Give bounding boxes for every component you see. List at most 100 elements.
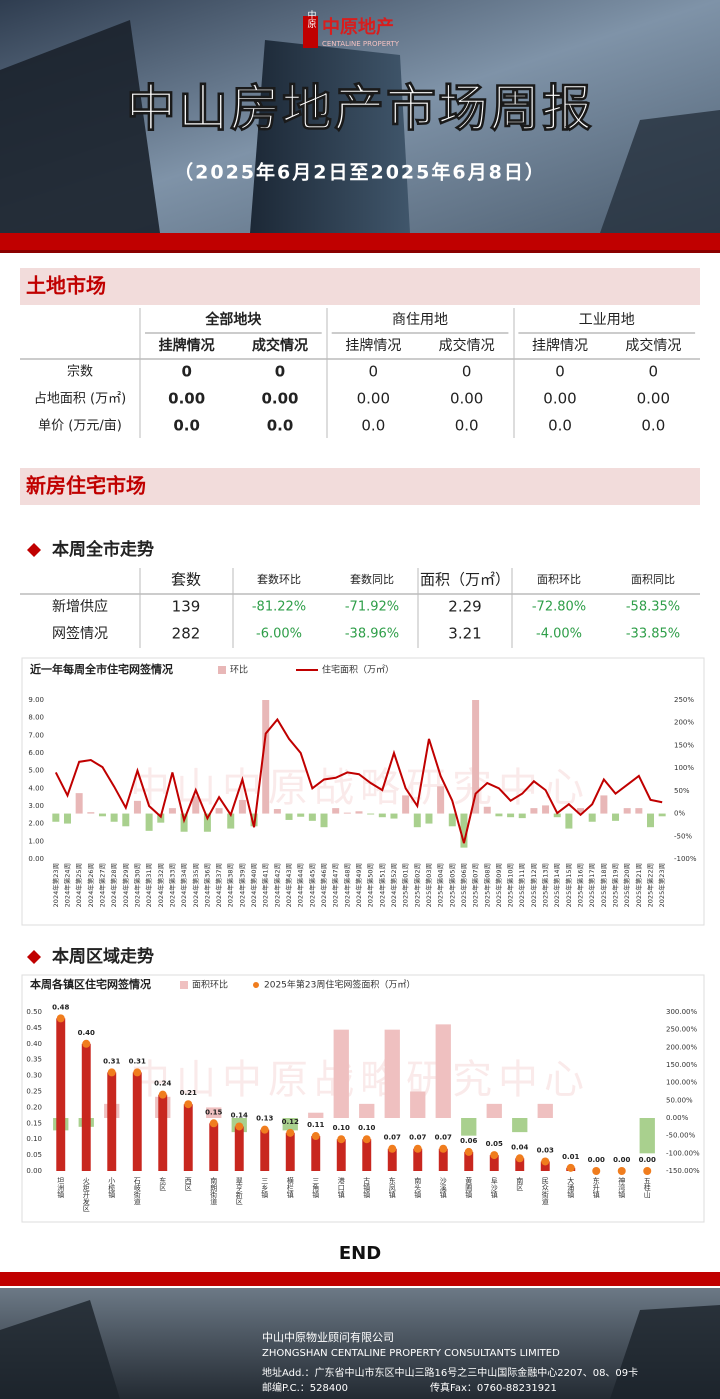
- bar-marker: [566, 1163, 575, 1172]
- y-tick-label: 8.00: [28, 714, 44, 722]
- y-tick-label: 0.15: [26, 1119, 42, 1127]
- value-label: 0.21: [180, 1089, 197, 1097]
- y-tick-label: 0.00: [28, 855, 44, 863]
- row-label: 新增供应: [52, 598, 108, 615]
- bar-marker: [158, 1090, 167, 1099]
- postcode: 邮编P.C.：528400: [262, 1381, 348, 1394]
- cell: 0.0: [641, 417, 665, 435]
- bar: [530, 808, 538, 814]
- y2-tick-label: 100.00%: [666, 1079, 697, 1087]
- bar: [145, 813, 153, 831]
- bar-marker: [592, 1167, 601, 1175]
- cell: 282: [172, 625, 201, 643]
- bar-marker: [209, 1119, 218, 1128]
- value-label: 0.11: [307, 1121, 324, 1129]
- watermark: 中山中原战略研究中心: [130, 1057, 590, 1103]
- value-label: 0.00: [639, 1156, 656, 1164]
- chart-title: 近一年每周全市住宅网签情况: [30, 662, 173, 676]
- cell: 0.0: [173, 417, 200, 435]
- y-tick-label: 4.00: [28, 784, 44, 792]
- group-header: 工业用地: [579, 312, 635, 328]
- x-tick-label: 阜沙镇: [490, 1176, 498, 1199]
- cell: -33.85%: [626, 627, 680, 642]
- bar-marker: [133, 1068, 142, 1077]
- cell: 0.0: [455, 417, 479, 435]
- bar: [110, 813, 118, 822]
- bar: [359, 1103, 375, 1118]
- bar: [285, 813, 293, 820]
- sub-heading: 本周全市走势: [52, 539, 154, 560]
- bar: [81, 1043, 91, 1171]
- legend-label: 住宅面积（万㎡）: [322, 664, 394, 676]
- bar: [612, 813, 620, 821]
- bar: [512, 1118, 528, 1133]
- x-tick-label: 三角镇: [312, 1177, 320, 1199]
- bar-marker: [82, 1039, 91, 1048]
- group-header: 商住用地: [392, 312, 448, 328]
- bar: [63, 813, 71, 824]
- bar: [472, 700, 480, 814]
- bar: [75, 793, 83, 814]
- x-tick-label: 2025年第10周: [506, 863, 515, 907]
- bar: [515, 1158, 525, 1171]
- y2-tick-label: 50.00%: [666, 1096, 693, 1104]
- column-header: 成交情况: [625, 337, 681, 354]
- y-tick-label: 9.00: [28, 696, 44, 704]
- bar: [553, 813, 561, 818]
- y2-tick-label: -150.00%: [666, 1167, 700, 1175]
- bar: [183, 1104, 193, 1171]
- bar: [461, 1118, 477, 1136]
- bar: [507, 813, 515, 818]
- x-tick-label: 神湾镇: [618, 1176, 626, 1199]
- bar: [203, 813, 211, 832]
- bar: [333, 1029, 349, 1118]
- y2-tick-label: 0.00%: [666, 1114, 689, 1122]
- cell: -72.80%: [532, 600, 586, 615]
- x-tick-label: 港口镇: [337, 1176, 345, 1199]
- x-tick-label: 民众街道: [541, 1177, 549, 1206]
- section-band: [20, 268, 700, 305]
- x-tick-label: 2024年第49周: [354, 863, 363, 907]
- address: 地址Add.：广东省中山市东区中山三路16号之三中山国际金融中心2207、08、…: [262, 1366, 638, 1379]
- red-band: [0, 233, 720, 253]
- bar: [52, 813, 60, 822]
- x-tick-label: 2024年第52周: [389, 863, 398, 907]
- bar: [98, 813, 106, 817]
- x-tick-label: 2025年第11周: [517, 863, 526, 907]
- x-tick-label: 2024年第24周: [62, 863, 71, 907]
- bar: [437, 786, 445, 814]
- y-tick-label: 0.30: [26, 1072, 42, 1080]
- company-en: ZHONGSHAN CENTALINE PROPERTY CONSULTANTS…: [262, 1348, 560, 1359]
- bar: [495, 813, 503, 817]
- x-tick-label: 2024年第26周: [86, 863, 95, 907]
- bar: [464, 1151, 474, 1171]
- y2-tick-label: 0%: [674, 810, 685, 818]
- logo-icon: [303, 16, 318, 48]
- bar-marker: [362, 1135, 371, 1144]
- bar: [387, 1148, 397, 1171]
- bullet: [27, 543, 41, 557]
- bar: [390, 813, 398, 819]
- column-header: 挂牌情况: [159, 337, 215, 354]
- bar: [336, 1139, 346, 1171]
- bar: [635, 808, 643, 814]
- x-tick-label: 西区: [184, 1177, 192, 1191]
- x-tick-label: 2024年第29周: [121, 863, 130, 907]
- value-label: 0.10: [333, 1124, 350, 1132]
- bar-marker: [311, 1132, 320, 1141]
- building: [0, 20, 160, 233]
- x-tick-label: 2025年第20周: [622, 863, 631, 907]
- y-tick-label: 7.00: [28, 731, 44, 739]
- x-tick-label: 2025年第15周: [564, 863, 573, 907]
- y-tick-label: 0.40: [26, 1040, 42, 1048]
- x-tick-label: 2024年第48周: [342, 863, 351, 907]
- x-tick-label: 东凤镇: [388, 1176, 396, 1199]
- value-label: 0.10: [358, 1124, 375, 1132]
- bar-marker: [439, 1144, 448, 1153]
- building: [0, 1300, 120, 1399]
- bar: [107, 1072, 117, 1171]
- bar: [355, 811, 363, 814]
- bar: [410, 1091, 426, 1118]
- x-tick-label: 石岐街道: [133, 1177, 141, 1206]
